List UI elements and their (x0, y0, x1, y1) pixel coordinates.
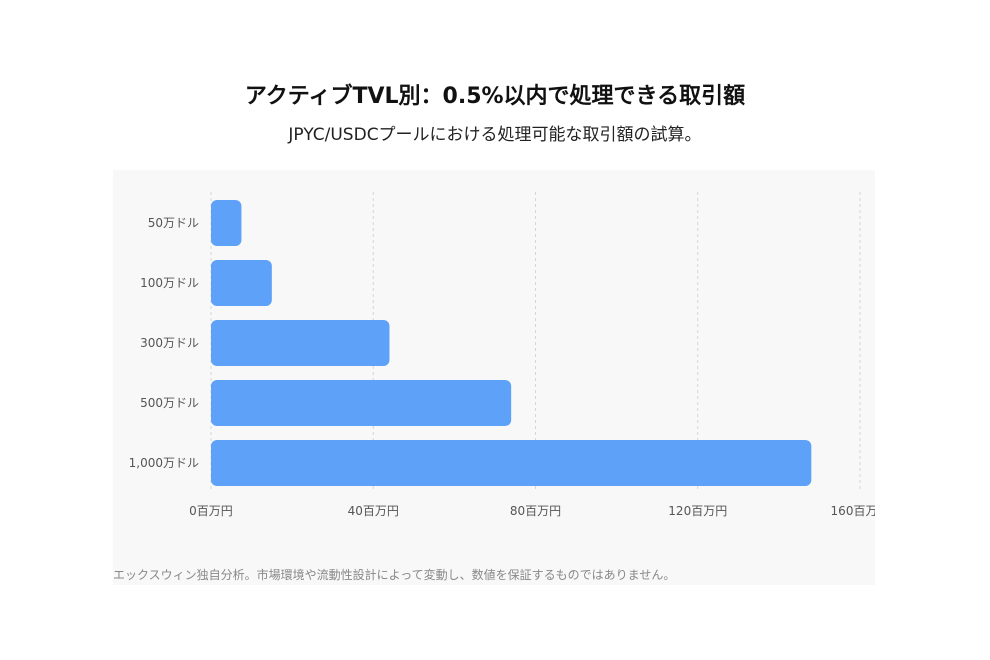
x-tick-label: 160百万円 (831, 504, 875, 518)
y-tick-label: 100万ドル (140, 276, 199, 290)
chart-panel: 50万ドル 100万ドル 300万ドル 500万ドル 1,000万ドル 0百万円 40百万円… (113, 170, 875, 585)
x-tick-label: 40百万円 (348, 504, 399, 518)
bar (211, 260, 272, 306)
y-tick-label: 500万ドル (140, 396, 199, 410)
y-tick-label: 1,000万ドル (129, 456, 199, 470)
bar (211, 440, 812, 486)
chart-title: アクティブTVL別：0.5%以内で処理できる取引額 (244, 84, 746, 109)
footnote: エックスウィン独自分析。市場環境や流動性設計によって変動し、数値を保証するもので… (113, 568, 676, 582)
x-tick-label: 120百万円 (668, 504, 727, 518)
bar (211, 380, 512, 426)
y-tick-label: 300万ドル (140, 336, 199, 350)
x-tick-label: 80百万円 (510, 504, 561, 518)
bar (211, 320, 390, 366)
x-tick-label: 0百万円 (189, 504, 233, 518)
y-tick-label: 50万ドル (148, 216, 199, 230)
bar (211, 200, 242, 246)
chart-subtitle: JPYC/USDCプールにおける処理可能な取引額の試算。 (288, 125, 702, 145)
bar-chart: 50万ドル 100万ドル 300万ドル 500万ドル 1,000万ドル 0百万円 40百万円… (129, 192, 875, 518)
